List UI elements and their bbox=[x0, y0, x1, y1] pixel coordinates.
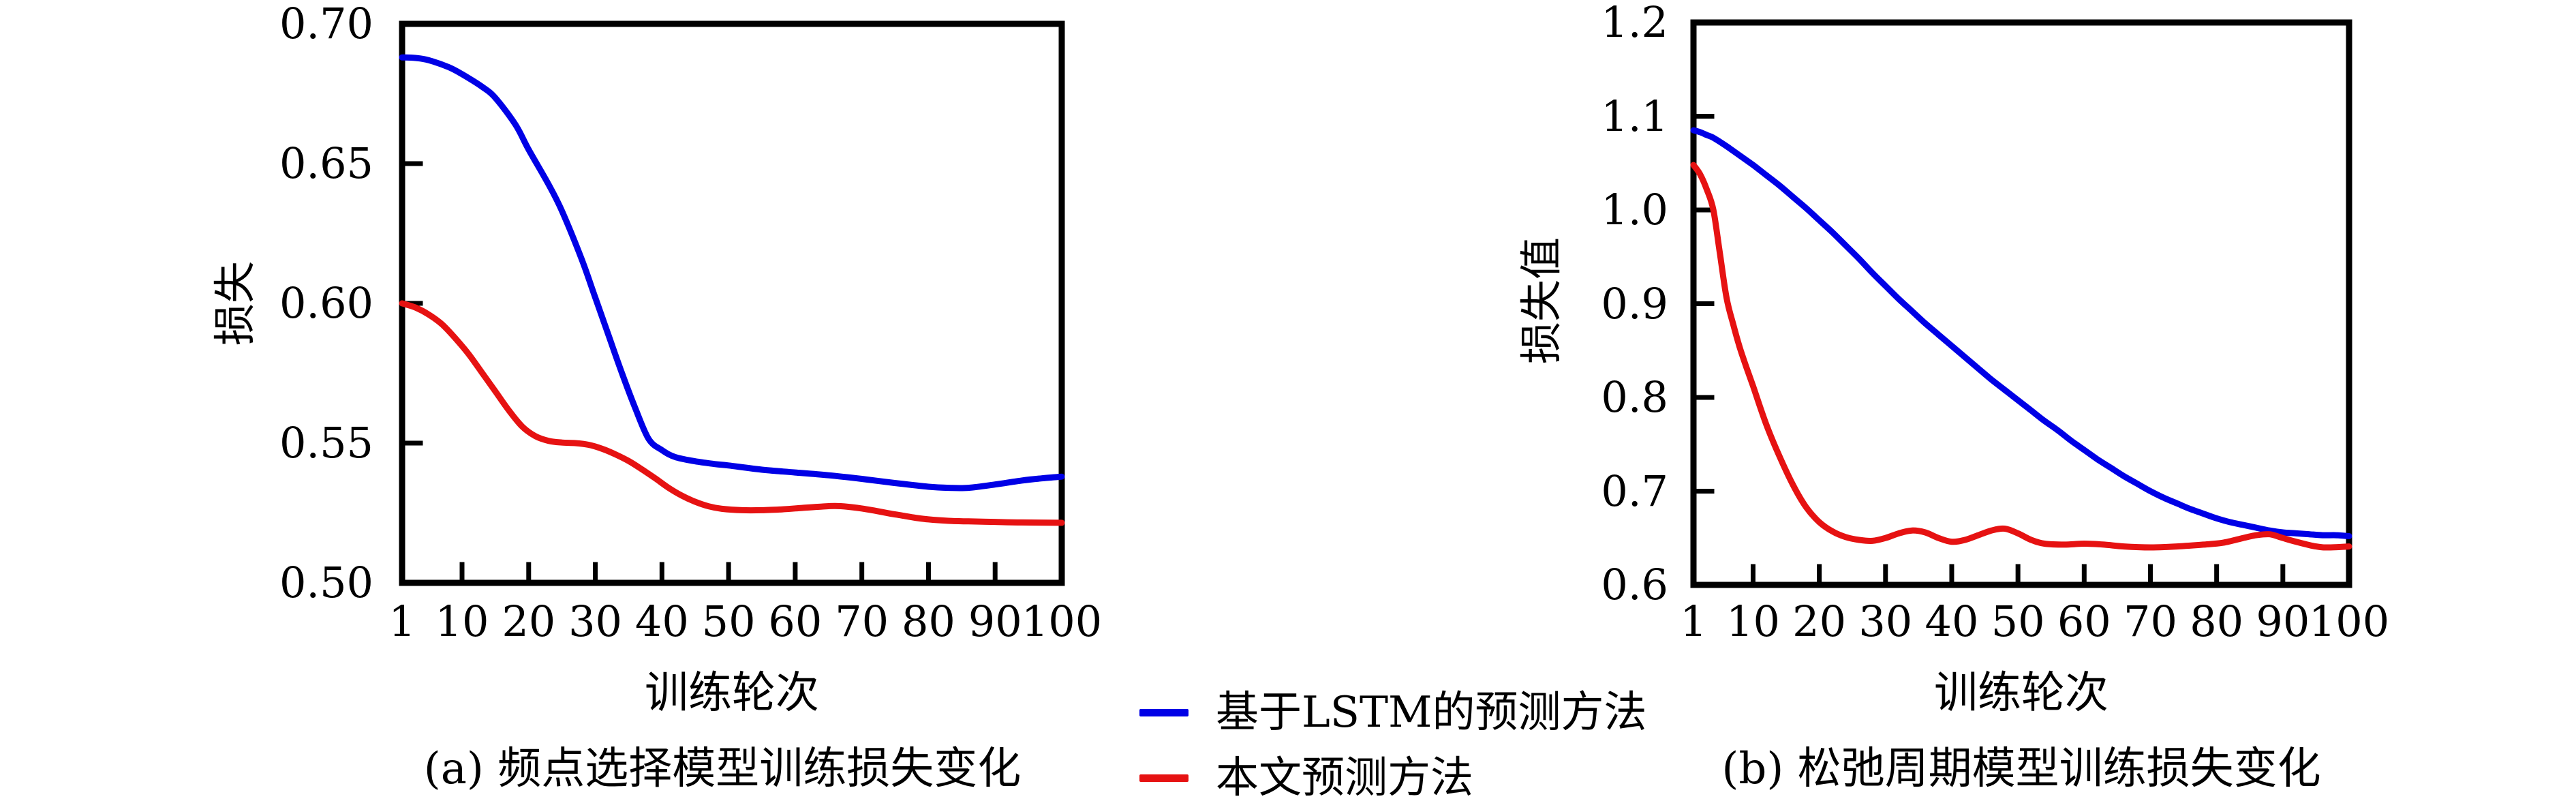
x-tick-label-a: 20 bbox=[502, 596, 556, 646]
x-tick-label-a: 50 bbox=[701, 596, 756, 646]
y-tick-label-a: 0.55 bbox=[279, 418, 373, 468]
y-axis-label-b: 损失值 bbox=[1516, 237, 1566, 365]
y-tick-label-a: 0.65 bbox=[279, 138, 373, 188]
y-tick-label-b: 0.7 bbox=[1601, 466, 1668, 516]
y-tick-label-b: 1.0 bbox=[1601, 185, 1668, 235]
x-tick-label-b: 70 bbox=[2123, 596, 2177, 646]
x-tick-label-b: 30 bbox=[1858, 596, 1913, 646]
legend-item-proposed: 本文预测方法 bbox=[1139, 751, 1647, 801]
x-tick-label-b: 60 bbox=[2057, 596, 2111, 646]
x-tick-label-b: 1 bbox=[1680, 596, 1707, 646]
y-tick-label-b: 1.2 bbox=[1601, 0, 1668, 47]
x-tick-label-a: 30 bbox=[568, 596, 622, 646]
plot-border-b bbox=[1690, 19, 2352, 588]
legend-label-proposed: 本文预测方法 bbox=[1216, 753, 1473, 801]
legend: 基于LSTM的预测方法 本文预测方法 bbox=[1139, 685, 1647, 801]
x-tick-label-a: 100 bbox=[1021, 596, 1103, 646]
x-tick-label-b: 100 bbox=[2308, 596, 2390, 646]
x-tick-label-a: 10 bbox=[435, 596, 489, 646]
lstm-line-swatch bbox=[1139, 708, 1189, 716]
y-tick-label-a: 0.60 bbox=[279, 278, 373, 328]
y-tick-label-b: 0.6 bbox=[1601, 560, 1668, 609]
y-tick-label-b: 1.1 bbox=[1601, 91, 1668, 141]
x-tick-label-a: 40 bbox=[634, 596, 689, 646]
x-tick-label-a: 90 bbox=[968, 596, 1022, 646]
series-line-b-0 bbox=[1690, 127, 2352, 539]
series-line-a-0 bbox=[399, 54, 1065, 492]
x-axis-label-b: 训练轮次 bbox=[1934, 668, 2109, 719]
x-tick-label-a: 1 bbox=[388, 596, 416, 646]
y-tick-label-a: 0.70 bbox=[279, 0, 373, 48]
legend-label-lstm: 基于LSTM的预测方法 bbox=[1216, 687, 1647, 737]
y-tick-label-b: 0.8 bbox=[1601, 372, 1668, 422]
x-tick-label-a: 80 bbox=[901, 596, 955, 646]
x-tick-label-b: 50 bbox=[1991, 596, 2045, 646]
caption-b: (b) 松弛周期模型训练损失变化 bbox=[1721, 744, 2321, 794]
series-line-b-1 bbox=[1690, 162, 2352, 551]
caption-a: (a) 频点选择模型训练损失变化 bbox=[423, 744, 1022, 794]
x-axis-label-a: 训练轮次 bbox=[645, 668, 819, 719]
legend-item-lstm: 基于LSTM的预测方法 bbox=[1139, 685, 1647, 740]
x-tick-label-b: 10 bbox=[1726, 596, 1780, 646]
x-tick-label-b: 90 bbox=[2256, 596, 2310, 646]
y-tick-label-b: 0.9 bbox=[1601, 278, 1668, 329]
x-tick-label-b: 80 bbox=[2190, 596, 2244, 646]
x-tick-label-a: 70 bbox=[835, 596, 889, 646]
x-tick-label-a: 60 bbox=[768, 596, 823, 646]
series-line-a-1 bbox=[399, 300, 1065, 526]
y-axis-label-a: 损失 bbox=[210, 261, 260, 346]
x-tick-label-b: 20 bbox=[1792, 596, 1847, 646]
x-tick-label-b: 40 bbox=[1925, 596, 1979, 646]
proposed-line-swatch bbox=[1139, 774, 1189, 782]
y-tick-label-a: 0.50 bbox=[279, 558, 373, 607]
